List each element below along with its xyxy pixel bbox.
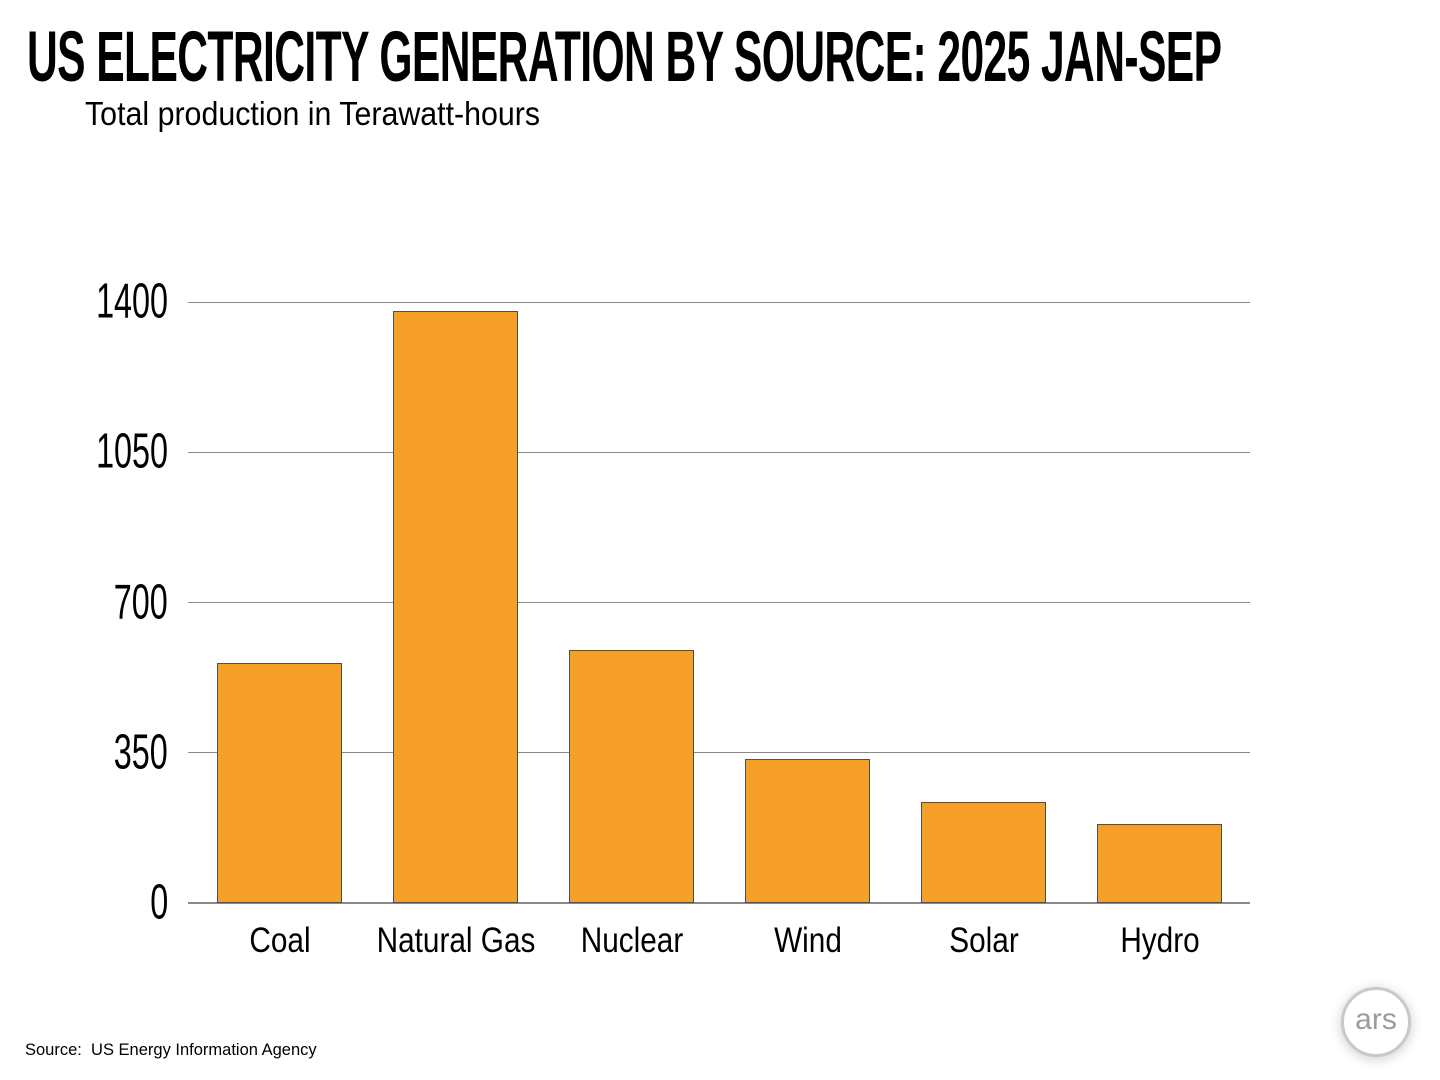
gridline bbox=[188, 752, 1250, 754]
x-axis-category-label: Nuclear bbox=[580, 921, 683, 960]
gridline bbox=[188, 301, 1250, 303]
x-axis-category-label: Natural Gas bbox=[376, 921, 535, 960]
source-attribution: Source: US Energy Information Agency bbox=[25, 1041, 317, 1059]
bar-nuclear bbox=[569, 649, 694, 903]
x-axis-category-label: Wind bbox=[773, 921, 842, 960]
bar-wind bbox=[745, 759, 870, 903]
bar-natural-gas bbox=[393, 310, 518, 903]
chart-title: US ELECTRICITY GENERATION BY SOURCE: 202… bbox=[27, 18, 1222, 97]
x-axis-baseline bbox=[188, 902, 1250, 904]
y-axis-tick-label: 0 bbox=[150, 875, 168, 930]
plot-area: 0 350 700 1050 1400 Coal Natural Gas Nuclear Win… bbox=[96, 277, 1250, 958]
gridline bbox=[188, 451, 1250, 453]
gridline bbox=[188, 602, 1250, 603]
x-axis-category-label: Solar bbox=[948, 921, 1019, 960]
bar-coal bbox=[217, 662, 342, 903]
ars-logo-text: ars bbox=[1355, 1003, 1397, 1036]
y-axis-tick-label: 1400 bbox=[96, 274, 168, 329]
y-axis-tick-label: 350 bbox=[114, 725, 168, 780]
x-axis-category-label: Hydro bbox=[1119, 921, 1200, 960]
bar-solar bbox=[921, 802, 1046, 903]
bar-hydro bbox=[1097, 823, 1222, 903]
ars-logo: ars bbox=[1341, 987, 1411, 1057]
y-axis-tick-label: 700 bbox=[114, 575, 168, 629]
x-axis-category-label: Coal bbox=[248, 921, 311, 960]
chart-subtitle: Total production in Terawatt-hours bbox=[85, 95, 541, 132]
y-axis-tick-label: 1050 bbox=[96, 424, 168, 479]
